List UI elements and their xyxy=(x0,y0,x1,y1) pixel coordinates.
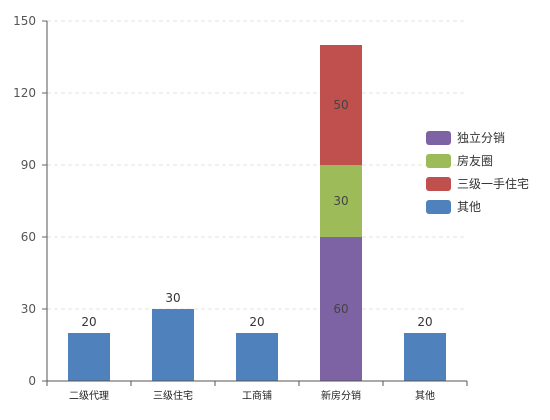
bar-value-label-3-2: 50 xyxy=(333,98,348,112)
y-tick-label-0: 0 xyxy=(28,374,36,388)
bar-4-3 xyxy=(404,333,446,381)
bar-value-label-3-0: 60 xyxy=(333,302,348,316)
y-tick-label-60: 60 xyxy=(21,230,36,244)
x-tick-label-1: 三级住宅 xyxy=(153,389,193,402)
bar-value-label-1-3: 30 xyxy=(165,291,180,305)
bar-0-3 xyxy=(68,333,110,381)
bar-1-3 xyxy=(152,309,194,381)
legend-swatch-0 xyxy=(426,131,451,145)
bars xyxy=(68,45,446,381)
data-labels: 20 30 20 60 30 50 20 xyxy=(81,98,432,329)
bar-value-label-3-1: 30 xyxy=(333,194,348,208)
gridlines xyxy=(47,20,467,310)
x-tick-label-0: 二级代理 xyxy=(69,390,109,402)
x-tick-label-2: 工商铺 xyxy=(242,389,272,402)
legend-swatch-1 xyxy=(426,154,451,168)
legend-swatch-3 xyxy=(426,200,451,214)
bar-value-label-2-3: 20 xyxy=(249,315,264,329)
legend-label-1: 房友圈 xyxy=(457,153,493,168)
x-tick-label-3: 新房分销 xyxy=(321,389,361,402)
bar-3-0 xyxy=(320,237,362,381)
y-tick-label-150: 150 xyxy=(13,14,36,28)
legend-label-3: 其他 xyxy=(457,200,481,214)
axes: 0 30 60 90 120 150 二级代理 三级住宅 工商铺 新房分销 其他 xyxy=(13,14,468,402)
bar-3-2 xyxy=(320,45,362,165)
bar-2-3 xyxy=(236,333,278,381)
legend-label-0: 独立分销 xyxy=(457,130,505,145)
y-tick-label-120: 120 xyxy=(13,86,36,100)
y-tick-label-90: 90 xyxy=(21,158,36,172)
legend-swatch-2 xyxy=(426,177,451,191)
legend-label-2: 三级一手住宅 xyxy=(457,176,529,191)
y-tick-label-30: 30 xyxy=(21,302,36,316)
bar-value-label-4-3: 20 xyxy=(417,315,432,329)
bar-value-label-0-3: 20 xyxy=(81,315,96,329)
x-tick-label-4: 其他 xyxy=(415,389,435,402)
bar-3-1 xyxy=(320,165,362,237)
